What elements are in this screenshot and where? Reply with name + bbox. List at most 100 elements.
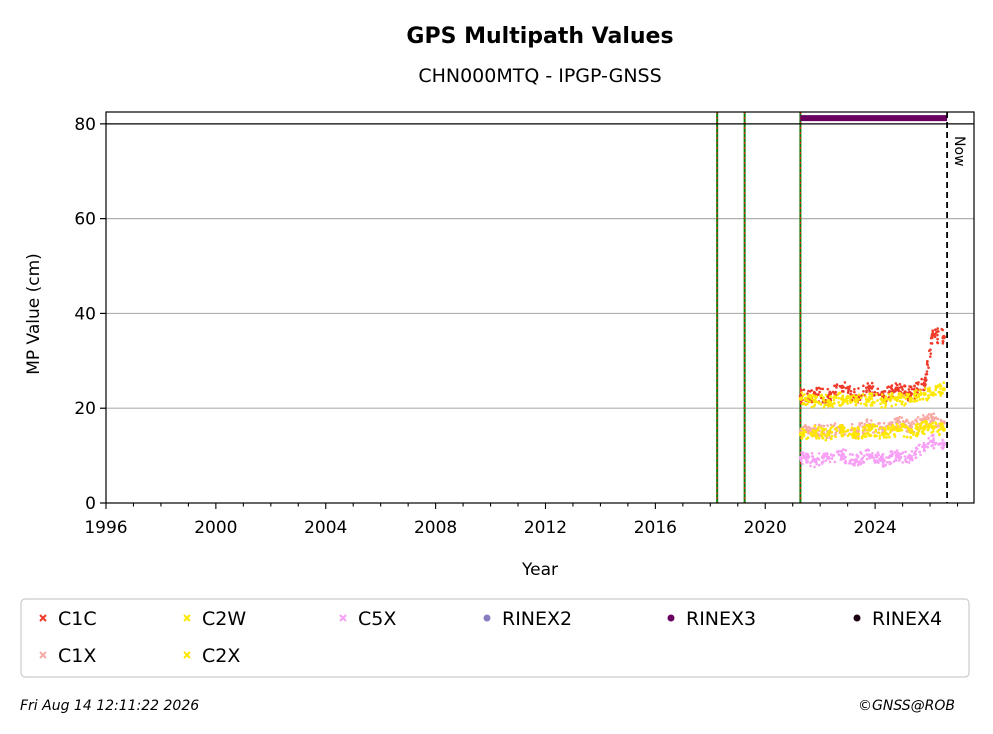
data-point-scatter (912, 388, 916, 391)
legend-label-c2w: C2W (202, 608, 246, 630)
data-point-scatter (816, 456, 820, 460)
y-tick-label: 20 (74, 399, 96, 419)
data-point-scatter (915, 392, 918, 396)
data-point-scatter (923, 387, 927, 390)
data-point-scatter (941, 336, 945, 340)
data-point-scatter (887, 425, 890, 428)
data-point-scatter (912, 422, 916, 425)
data-point-scatter (870, 397, 874, 400)
data-point-scatter (900, 385, 903, 388)
data-point-scatter (816, 428, 820, 431)
data-point-scatter (867, 448, 871, 452)
data-point-scatter (884, 403, 888, 407)
data-point-scatter (936, 333, 939, 337)
data-point-scatter (899, 452, 902, 456)
data-point-scatter (908, 390, 912, 394)
data-point-scatter (802, 388, 806, 392)
data-point-scatter (846, 399, 849, 403)
data-point-scatter (809, 464, 812, 468)
data-series-layer (798, 327, 946, 469)
data-point-scatter (799, 400, 803, 404)
data-point-scatter (870, 387, 874, 390)
data-point-scatter (820, 432, 823, 436)
data-point-scatter (824, 393, 828, 397)
y-tick-label: 0 (85, 494, 96, 514)
data-point-scatter (811, 394, 814, 398)
data-point-scatter (872, 431, 875, 434)
data-point-scatter (850, 426, 854, 430)
data-point-scatter (804, 397, 808, 401)
data-point-scatter (889, 426, 893, 429)
x-tick-label: 2008 (414, 518, 457, 538)
data-point-scatter (927, 436, 931, 440)
data-point-scatter (892, 428, 896, 431)
data-point-scatter (859, 450, 862, 454)
data-point-scatter (899, 456, 903, 459)
legend-marker-stroke (339, 614, 347, 622)
data-point-scatter (913, 385, 916, 388)
data-point-scatter (867, 400, 870, 403)
data-point-scatter (908, 453, 911, 457)
data-point-scatter (916, 382, 920, 386)
data-point-scatter (893, 433, 896, 436)
data-point (941, 427, 946, 432)
data-point-scatter (885, 436, 888, 439)
data-point-scatter (807, 455, 811, 458)
data-point-scatter (915, 433, 919, 437)
data-point-scatter (810, 452, 814, 455)
data-point-scatter (842, 453, 846, 456)
data-point-scatter (806, 392, 809, 395)
data-point-scatter (889, 399, 892, 403)
data-point-scatter (871, 451, 874, 455)
data-point-scatter (936, 341, 939, 344)
data-point-scatter (811, 455, 814, 459)
data-point-scatter (924, 373, 928, 376)
data-point-scatter (873, 390, 877, 394)
data-point-scatter (805, 456, 809, 460)
data-point-scatter (870, 403, 874, 407)
legend-label-rinex4: RINEX4 (872, 608, 942, 630)
data-point-scatter (834, 427, 837, 430)
data-point-scatter (822, 406, 826, 409)
data-point-scatter (927, 366, 930, 369)
data-point-scatter (816, 400, 819, 404)
data-point-scatter (893, 397, 897, 401)
data-point-scatter (879, 398, 882, 401)
x-tick-label: 1996 (84, 518, 127, 538)
data-point-scatter (929, 423, 933, 426)
data-point-scatter (831, 390, 835, 394)
data-point-scatter (826, 400, 830, 404)
data-point-scatter (802, 431, 806, 435)
data-point-scatter (880, 406, 883, 409)
data-point-scatter (838, 425, 842, 429)
data-point-scatter (909, 458, 912, 461)
data-point-scatter (823, 403, 827, 407)
overlay-lines: Now (106, 112, 974, 503)
data-point-scatter (929, 341, 933, 345)
data-point-scatter (827, 456, 831, 459)
data-point-scatter (937, 442, 940, 446)
data-point-scatter (861, 393, 865, 396)
data-point-scatter (861, 434, 865, 437)
data-point-scatter (895, 383, 899, 387)
data-point-scatter (841, 401, 844, 405)
y-tick-label: 40 (74, 304, 96, 324)
data-point-scatter (822, 433, 825, 436)
data-point-scatter (872, 456, 875, 460)
data-point-scatter (841, 434, 845, 437)
data-point-scatter (863, 432, 867, 435)
data-point-scatter (922, 447, 926, 451)
grid-lines (106, 218, 974, 409)
data-point-scatter (835, 383, 839, 386)
data-point-scatter (842, 385, 845, 389)
y-axis-label: MP Value (cm) (24, 253, 44, 375)
legend-marker-c2w (183, 614, 191, 622)
data-point-scatter (865, 400, 868, 404)
data-point-scatter (888, 422, 892, 426)
data-point-scatter (928, 349, 931, 353)
data-point-scatter (856, 433, 860, 437)
data-point-scatter (929, 414, 933, 417)
data-point-scatter (896, 453, 899, 457)
data-point-scatter (924, 421, 928, 425)
data-point-scatter (851, 458, 855, 462)
